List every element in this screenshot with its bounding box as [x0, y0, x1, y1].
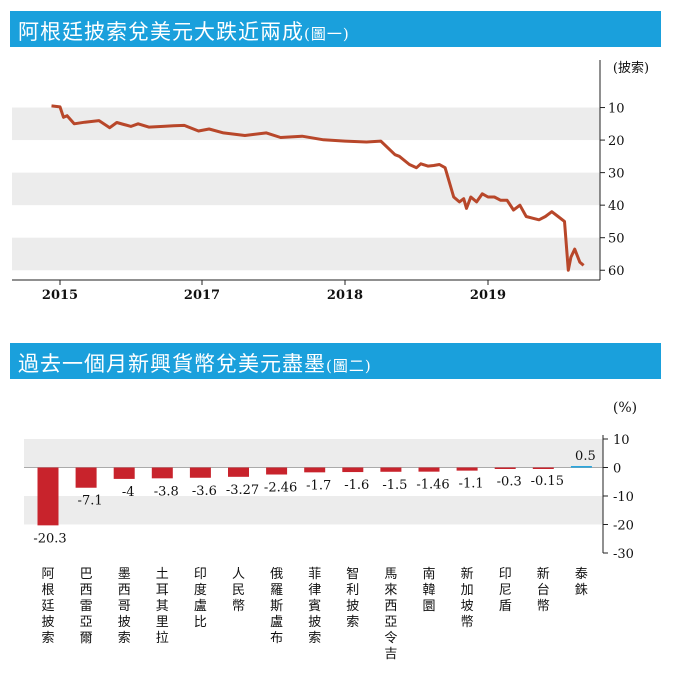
chart2-bar [342, 467, 364, 473]
chart1-line-chart: (披索) 10 20 30 40 50 60 2015 2017 2018 2019 [12, 60, 649, 303]
chart2-bar [304, 467, 326, 473]
chart2-bar [189, 467, 211, 478]
chart1-y-axis-label: (披索) [613, 61, 649, 76]
chart2-value-label: -20.3 [33, 531, 66, 546]
chart1-subtitle: (圖一) [304, 25, 350, 43]
chart2-value-label: -1.5 [382, 478, 407, 493]
chart2-value-label: -4 [122, 485, 135, 500]
chart2-value-label: -1.46 [416, 478, 449, 493]
chart2-category-label: 南韓圜 [422, 566, 435, 614]
chart1-x-tick-label: 2019 [470, 288, 506, 303]
chart2-bar [532, 467, 554, 469]
chart1-grid-band [12, 107, 600, 141]
chart2-category-label: 人民幣 [232, 567, 245, 614]
chart1-y-tick-label: 60 [608, 264, 625, 279]
chart1-title: 阿根廷披索兌美元大跌近兩成 [18, 20, 304, 44]
chart1-y-tick-label: 30 [608, 167, 625, 182]
chart2-value-label: -1.1 [459, 477, 484, 492]
chart2-grid-band [24, 496, 603, 525]
chart2-value-label: -3.27 [226, 483, 259, 498]
chart2-value-label: -1.7 [306, 478, 331, 493]
chart2-subtitle: (圖二) [326, 357, 372, 375]
chart2-category-label: 馬來西亞令吉 [384, 567, 397, 662]
chart2-bar [418, 467, 440, 472]
chart2-bar [494, 467, 516, 469]
chart2-bar [456, 467, 478, 471]
chart2-value-label: 0.5 [575, 449, 596, 464]
chart2-bar [266, 467, 288, 475]
chart2-category-label: 墨西哥披索 [118, 567, 131, 646]
chart2-y-axis-label: (%) [613, 400, 637, 416]
chart2-category-label: 新加坡幣 [461, 566, 474, 630]
chart1-grid-band [12, 237, 600, 271]
chart1-x-tick-label: 2015 [42, 288, 78, 303]
chart2-category-label: 智利披索 [346, 567, 359, 630]
chart1-y-tick-label: 20 [608, 134, 625, 149]
chart2-category-label: 印尼盾 [499, 567, 512, 614]
chart1-y-tick-label: 10 [608, 102, 625, 117]
chart2-y-tick-label: 0 [613, 462, 621, 477]
chart2-value-label: -0.3 [497, 474, 522, 489]
chart2-y-tick-label: -10 [613, 490, 634, 505]
chart2-title: 過去一個月新興貨幣兌美元盡墨 [18, 352, 326, 376]
chart2-bar [380, 467, 402, 472]
chart2-value-label: -7.1 [78, 494, 103, 509]
chart2-category-label: 泰銖 [575, 567, 588, 598]
chart2-category-label: 菲律賓披索 [308, 567, 321, 646]
chart2-bar [113, 467, 135, 479]
chart2-title-banner: 過去一個月新興貨幣兌美元盡墨(圖二) [10, 343, 661, 379]
chart2-value-label: -3.6 [192, 484, 217, 499]
chart1-x-tick-label: 2017 [184, 288, 220, 303]
chart2-bar [228, 467, 249, 477]
chart2-value-label: -3.8 [154, 484, 179, 499]
chart2-grid-band [24, 439, 603, 468]
chart2-category-label: 印度盧比 [194, 567, 207, 630]
chart1-x-tick-label: 2018 [327, 288, 363, 303]
chart2-y-tick-label: -30 [613, 547, 634, 562]
chart2-y-tick-label: 10 [613, 433, 630, 448]
chart2-value-label: -1.6 [344, 478, 369, 493]
chart2-category-label: 阿根廷披索 [41, 567, 54, 646]
chart2-bar [151, 467, 173, 479]
chart1-y-tick-label: 40 [608, 199, 625, 214]
chart2-bar-chart: (%) 10 0 -10 -20 -30 -20.3 阿根廷披索 -7.1 巴西雷亞爾 -4 墨西哥披… [24, 400, 637, 662]
chart2-y-tick-label: -20 [613, 519, 634, 534]
chart2-value-label: -2.46 [264, 481, 297, 496]
chart2-category-label: 土耳其里拉 [156, 567, 169, 646]
chart2-bar [37, 467, 59, 526]
chart1-grid-band [12, 172, 600, 206]
chart2-category-label: 新台幣 [537, 566, 550, 614]
chart2-bar [75, 467, 97, 488]
chart2-value-label: -0.15 [531, 474, 564, 489]
chart1-title-banner: 阿根廷披索兌美元大跌近兩成(圖一) [10, 11, 661, 47]
chart2-bar [570, 466, 592, 468]
chart1-series-line [51, 104, 585, 272]
chart1-y-tick-label: 50 [608, 232, 625, 247]
chart2-category-label: 巴西雷亞爾 [80, 567, 93, 646]
chart2-category-label: 俄羅斯盧布 [270, 567, 283, 646]
